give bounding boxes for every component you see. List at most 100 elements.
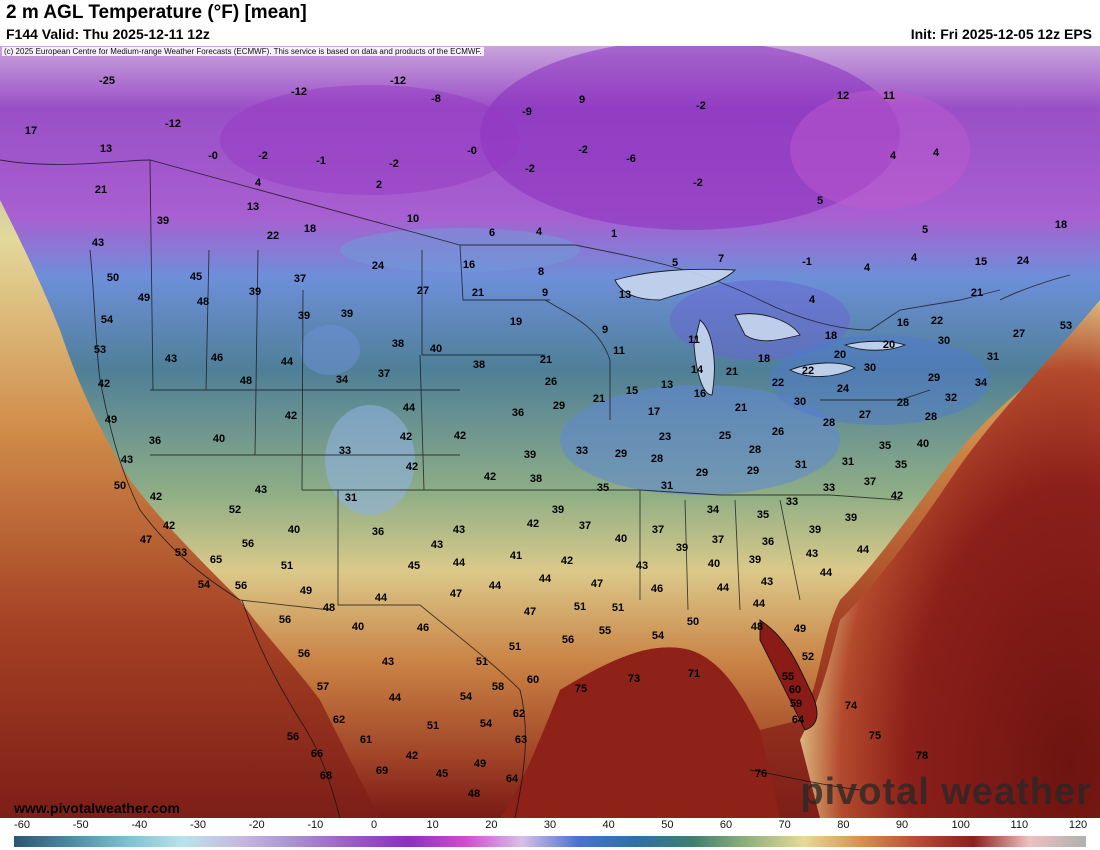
temperature-value: 37 (651, 524, 665, 536)
temperature-value: 2 (375, 179, 383, 191)
temperature-value: 20 (882, 339, 896, 351)
temperature-value: 21 (539, 354, 553, 366)
temperature-value: 43 (381, 656, 395, 668)
temperature-value: -2 (578, 144, 588, 156)
temperature-value: 43 (430, 539, 444, 551)
temperature-value: 46 (650, 583, 664, 595)
temperature-value: 31 (841, 456, 855, 468)
temperature-value: 4 (808, 294, 816, 306)
temperature-value: 30 (937, 335, 951, 347)
temperature-value: 16 (896, 317, 910, 329)
temperature-value: 28 (924, 411, 938, 423)
temperature-value: 68 (319, 770, 333, 782)
temperature-value: 42 (405, 461, 419, 473)
temperature-value: 44 (374, 592, 388, 604)
temperature-value: 60 (788, 684, 802, 696)
website-url[interactable]: www.pivotalweather.com (14, 800, 180, 816)
colorbar-tick: 80 (837, 819, 850, 831)
temperature-value: 60 (526, 674, 540, 686)
temperature-value: 33 (575, 445, 589, 457)
header: 2 m AGL Temperature (°F) [mean] F144 Val… (0, 0, 1100, 46)
colorbar-tick: 90 (895, 819, 909, 831)
temperature-value: -1 (802, 256, 812, 268)
temperature-value: 22 (771, 377, 785, 389)
temperature-value: 53 (93, 344, 107, 356)
temperature-value: 6 (488, 227, 496, 239)
temperature-value: 21 (592, 393, 606, 405)
temperature-value: 37 (578, 520, 592, 532)
temperature-value: 42 (97, 378, 111, 390)
temperature-value: 46 (416, 622, 430, 634)
temperature-value: 51 (280, 560, 294, 572)
temperature-value: 27 (1012, 328, 1026, 340)
temperature-value: 43 (635, 560, 649, 572)
temperature-value: 17 (647, 406, 661, 418)
temperature-value: 66 (310, 748, 324, 760)
temperature-value: 47 (590, 578, 604, 590)
temperature-value: 36 (371, 526, 385, 538)
temperature-value: 30 (863, 362, 877, 374)
temperature-value: 22 (801, 365, 815, 377)
temperature-value: 11 (613, 345, 625, 357)
temperature-value: 4 (932, 147, 940, 159)
colorbar-tick: 40 (602, 819, 615, 831)
temperature-value: 50 (113, 480, 127, 492)
temperature-value: 39 (748, 554, 762, 566)
temperature-value: 44 (388, 692, 402, 704)
temperature-value: 29 (746, 465, 760, 477)
temperature-value: 40 (916, 438, 930, 450)
colorbar-tick: 30 (543, 819, 557, 831)
temperature-value: 13 (660, 379, 674, 391)
temperature-value: 12 (836, 90, 850, 102)
colorbar-tick: 10 (426, 819, 439, 831)
temperature-value: 44 (488, 580, 502, 592)
temperature-value: 42 (399, 431, 413, 443)
temperature-value: 39 (844, 512, 858, 524)
colorbar-tick: -10 (307, 819, 324, 831)
temperature-value: 45 (435, 768, 449, 780)
temperature-value: -0 (467, 145, 477, 157)
temperature-value: 44 (819, 567, 833, 579)
temperature-value: 22 (930, 315, 944, 327)
temperature-value: 49 (793, 623, 807, 635)
colorbar-tick: 20 (485, 819, 498, 831)
temperature-value: 48 (750, 621, 764, 633)
colorbar-tick: -30 (190, 819, 206, 831)
temperature-value: 53 (174, 547, 188, 559)
temperature-value: -1 (316, 155, 326, 167)
temperature-value: 42 (284, 410, 298, 422)
temperature-value: -25 (99, 75, 115, 87)
temperature-value: 31 (344, 492, 358, 504)
temperature-value: 1 (610, 228, 618, 240)
colorbar-tick: -40 (131, 819, 148, 831)
temperature-value: 7 (717, 253, 725, 265)
temperature-value: 18 (824, 330, 838, 342)
temperature-value: 29 (552, 400, 566, 412)
temperature-value: 29 (695, 467, 709, 479)
temperature-value: 44 (452, 557, 466, 569)
temperature-value: 35 (596, 482, 610, 494)
temperature-value: 62 (332, 714, 346, 726)
temperature-value: 8 (537, 266, 545, 278)
temperature-value: 21 (94, 184, 108, 196)
temperature-value: 19 (509, 316, 523, 328)
temperature-value: 35 (756, 509, 770, 521)
temperature-value: -6 (626, 153, 636, 165)
temperature-value: -0 (208, 150, 218, 162)
temperature-value: 56 (561, 634, 575, 646)
map-graphic (0, 46, 1100, 818)
temperature-value: 78 (915, 750, 929, 762)
temperature-value: 75 (574, 683, 588, 695)
temperature-value: 51 (611, 602, 625, 614)
temperature-value: 54 (479, 718, 493, 730)
temperature-value: 38 (472, 359, 486, 371)
colorbar-tick: 110 (1010, 819, 1029, 831)
temperature-value: 42 (453, 430, 467, 442)
temperature-value: 75 (868, 730, 882, 742)
temperature-value: 74 (844, 700, 858, 712)
temperature-value: 39 (297, 310, 311, 322)
temperature-value: 54 (197, 579, 211, 591)
temperature-value: 56 (286, 731, 300, 743)
temperature-value: -9 (522, 106, 532, 118)
